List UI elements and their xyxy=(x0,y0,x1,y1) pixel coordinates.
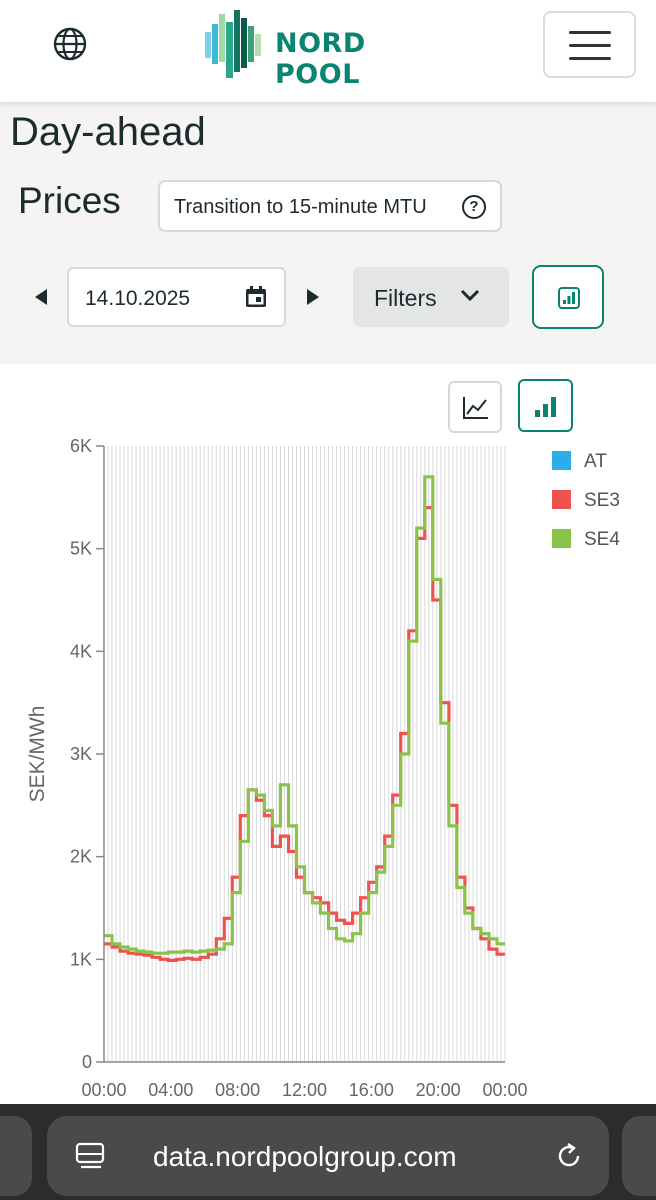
next-day-icon[interactable] xyxy=(307,289,319,305)
nord-pool-logo[interactable]: NORD POOL xyxy=(205,10,455,90)
filters-label: Filters xyxy=(374,285,437,311)
legend-label[interactable]: AT xyxy=(584,451,607,472)
brand-name: NORD POOL xyxy=(275,28,366,90)
x-tick-label: 12:00 xyxy=(282,1080,327,1100)
y-tick-label: 1K xyxy=(70,949,92,969)
bar-chart-icon xyxy=(535,397,556,417)
legend-swatch[interactable] xyxy=(552,451,571,470)
chart-panel: 0 1K 2K 3K 4K 5K 6K 00:00 04:00 08:00 12:00 16:00 20… xyxy=(0,364,656,1104)
chevron-down-icon xyxy=(460,289,480,302)
logo-mark-icon xyxy=(205,10,261,78)
series-line-se4 xyxy=(104,475,505,955)
line-chart-button[interactable] xyxy=(448,381,502,433)
address-bar[interactable]: data.nordpoolgroup.com xyxy=(47,1116,609,1196)
menu-bar-icon xyxy=(569,57,611,60)
x-tick-label: 20:00 xyxy=(416,1080,461,1100)
globe-icon[interactable] xyxy=(52,26,88,62)
calendar-icon[interactable] xyxy=(244,285,268,309)
chart-view-toggle-button[interactable] xyxy=(532,265,604,329)
top-navigation-bar: NORD POOL xyxy=(0,0,656,102)
url-text: data.nordpoolgroup.com xyxy=(153,1141,457,1172)
next-tab-preview[interactable] xyxy=(622,1116,656,1196)
x-tick-label: 04:00 xyxy=(148,1080,193,1100)
filters-dropdown[interactable]: Filters xyxy=(353,267,509,327)
x-tick-label: 16:00 xyxy=(349,1080,394,1100)
date-picker-input[interactable]: 14.10.2025 xyxy=(67,267,286,327)
date-value: 14.10.2025 xyxy=(85,287,191,310)
reader-mode-icon[interactable] xyxy=(75,1142,107,1172)
x-tick-label: 00:00 xyxy=(482,1080,527,1100)
browser-toolbar: data.nordpoolgroup.com xyxy=(0,1104,656,1200)
line-chart-icon xyxy=(463,397,488,419)
y-tick-label: 3K xyxy=(70,744,92,764)
help-icon: ? xyxy=(462,195,486,219)
bar-chart-icon xyxy=(558,287,580,309)
transition-mtu-button[interactable]: Transition to 15-minute MTU ? xyxy=(158,180,502,232)
page-title: Day-ahead xyxy=(10,110,206,154)
menu-bar-icon xyxy=(569,31,611,34)
previous-day-icon[interactable] xyxy=(35,289,47,305)
bar-chart-button[interactable] xyxy=(518,379,573,432)
section-title: Prices xyxy=(18,180,121,221)
x-tick-label: 00:00 xyxy=(81,1080,126,1100)
legend-label[interactable]: SE3 xyxy=(584,490,620,511)
legend-swatch[interactable] xyxy=(552,529,571,548)
x-tick-label: 08:00 xyxy=(215,1080,260,1100)
y-tick-label: 4K xyxy=(70,641,92,661)
legend-label[interactable]: SE4 xyxy=(584,529,620,550)
y-tick-label: 0 xyxy=(82,1052,92,1072)
legend-swatch[interactable] xyxy=(552,490,571,509)
hamburger-menu-button[interactable] xyxy=(543,11,636,78)
transition-mtu-label: Transition to 15-minute MTU xyxy=(174,196,427,218)
y-tick-label: 2K xyxy=(70,847,92,867)
y-tick-label: 5K xyxy=(70,539,92,559)
controls-panel: Day-ahead Prices Transition to 15-minute… xyxy=(0,102,656,364)
previous-tab-preview[interactable] xyxy=(0,1116,32,1196)
reload-icon[interactable] xyxy=(553,1140,585,1172)
y-axis-label: SEK/MWh xyxy=(26,706,49,803)
menu-bar-icon xyxy=(569,44,611,47)
y-tick-label: 6K xyxy=(70,436,92,456)
price-chart: 0 1K 2K 3K 4K 5K 6K 00:00 04:00 08:00 12:00 16:00 20… xyxy=(26,436,620,1100)
